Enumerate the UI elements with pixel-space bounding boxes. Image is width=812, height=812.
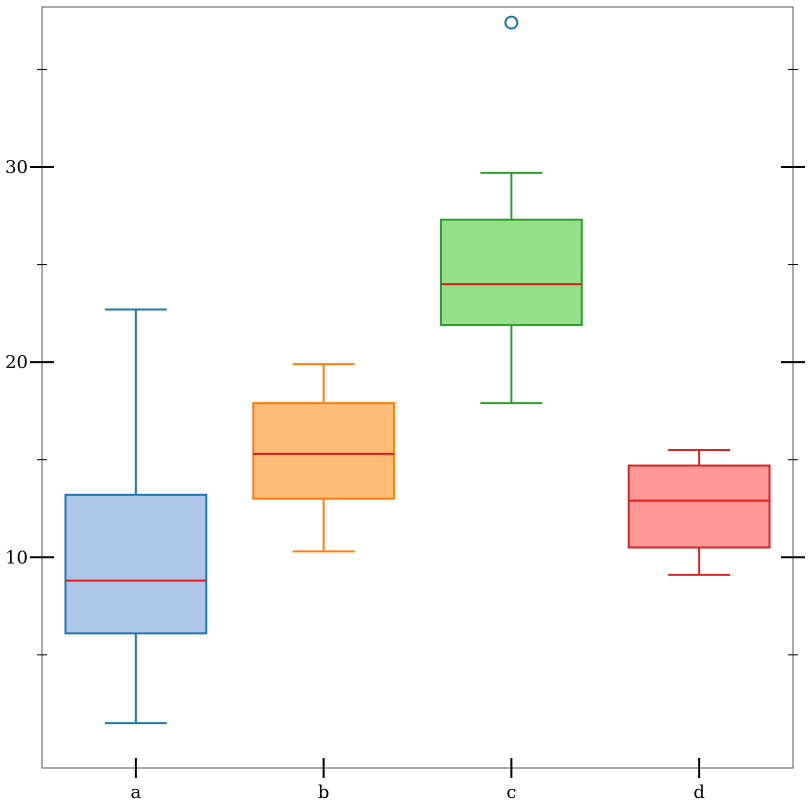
x-tick-label: b xyxy=(318,782,330,803)
x-tick-label: c xyxy=(506,782,516,803)
x-tick-label: d xyxy=(693,782,705,803)
box-c xyxy=(439,15,583,405)
y-tick-label: 20 xyxy=(5,352,28,373)
box-d xyxy=(627,448,771,576)
box-a xyxy=(64,308,208,725)
y-tick-label: 30 xyxy=(5,157,28,178)
axes: 10 20 30 a b c d xyxy=(5,68,805,803)
box-iqr xyxy=(64,493,208,635)
box-iqr xyxy=(252,402,396,500)
plot-frame xyxy=(41,6,794,769)
box-marks xyxy=(64,15,771,725)
outlier-point xyxy=(504,15,519,30)
box-iqr xyxy=(627,464,771,549)
box-iqr xyxy=(439,218,583,327)
x-tick-label: a xyxy=(131,782,142,803)
y-tick-label: 10 xyxy=(5,547,28,568)
box-b xyxy=(252,363,396,553)
